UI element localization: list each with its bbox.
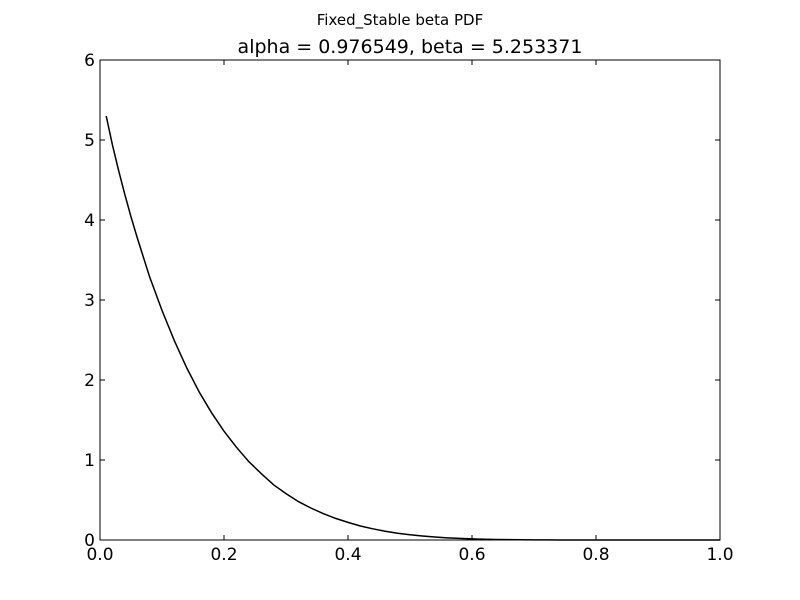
- y-tick-label: 0: [84, 531, 95, 551]
- x-tick-label: 1.0: [706, 545, 733, 565]
- x-tick-label: 0.8: [582, 545, 609, 565]
- x-tick-label: 0.4: [334, 545, 361, 565]
- axes-frame: [99, 59, 721, 541]
- y-tick-label: 1: [84, 451, 95, 471]
- x-tick-label: 0.2: [210, 545, 237, 565]
- y-tick-label: 4: [84, 211, 95, 231]
- y-tick-label: 3: [84, 291, 95, 311]
- plot-area: [100, 60, 720, 541]
- y-tick-label: 2: [84, 371, 95, 391]
- y-tick-label: 6: [84, 51, 95, 71]
- plot-background: [100, 60, 720, 540]
- figure-suptitle: Fixed_Stable beta PDF: [316, 11, 484, 29]
- chart-title: alpha = 0.976549, beta = 5.253371: [238, 36, 583, 58]
- x-tick-label: 0.6: [458, 545, 485, 565]
- x-tick-label: 0.0: [86, 545, 113, 565]
- y-tick-label: 5: [84, 131, 95, 151]
